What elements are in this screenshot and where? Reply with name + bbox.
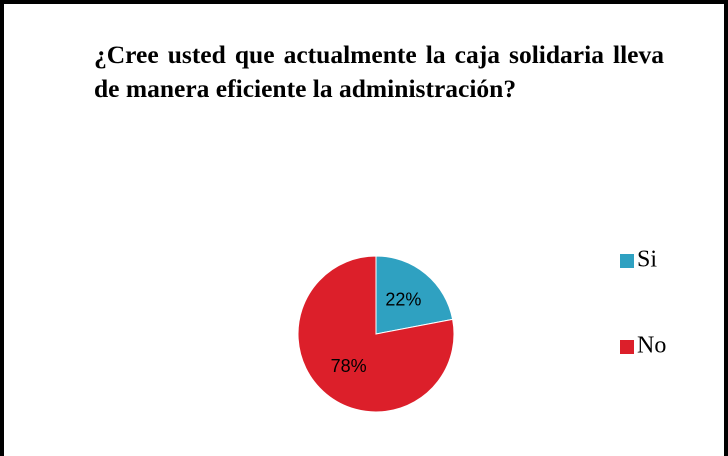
legend-swatch xyxy=(620,254,634,268)
data-label: 78% xyxy=(331,356,367,376)
pie-slice xyxy=(297,255,455,413)
legend-label: No xyxy=(637,333,666,359)
chart-title: ¿Cree usted que actualmente la caja soli… xyxy=(94,40,664,103)
legend-swatch xyxy=(620,340,634,354)
legend-label: Si xyxy=(637,247,657,273)
data-label: 22% xyxy=(385,290,421,310)
pie-slice xyxy=(375,255,454,335)
